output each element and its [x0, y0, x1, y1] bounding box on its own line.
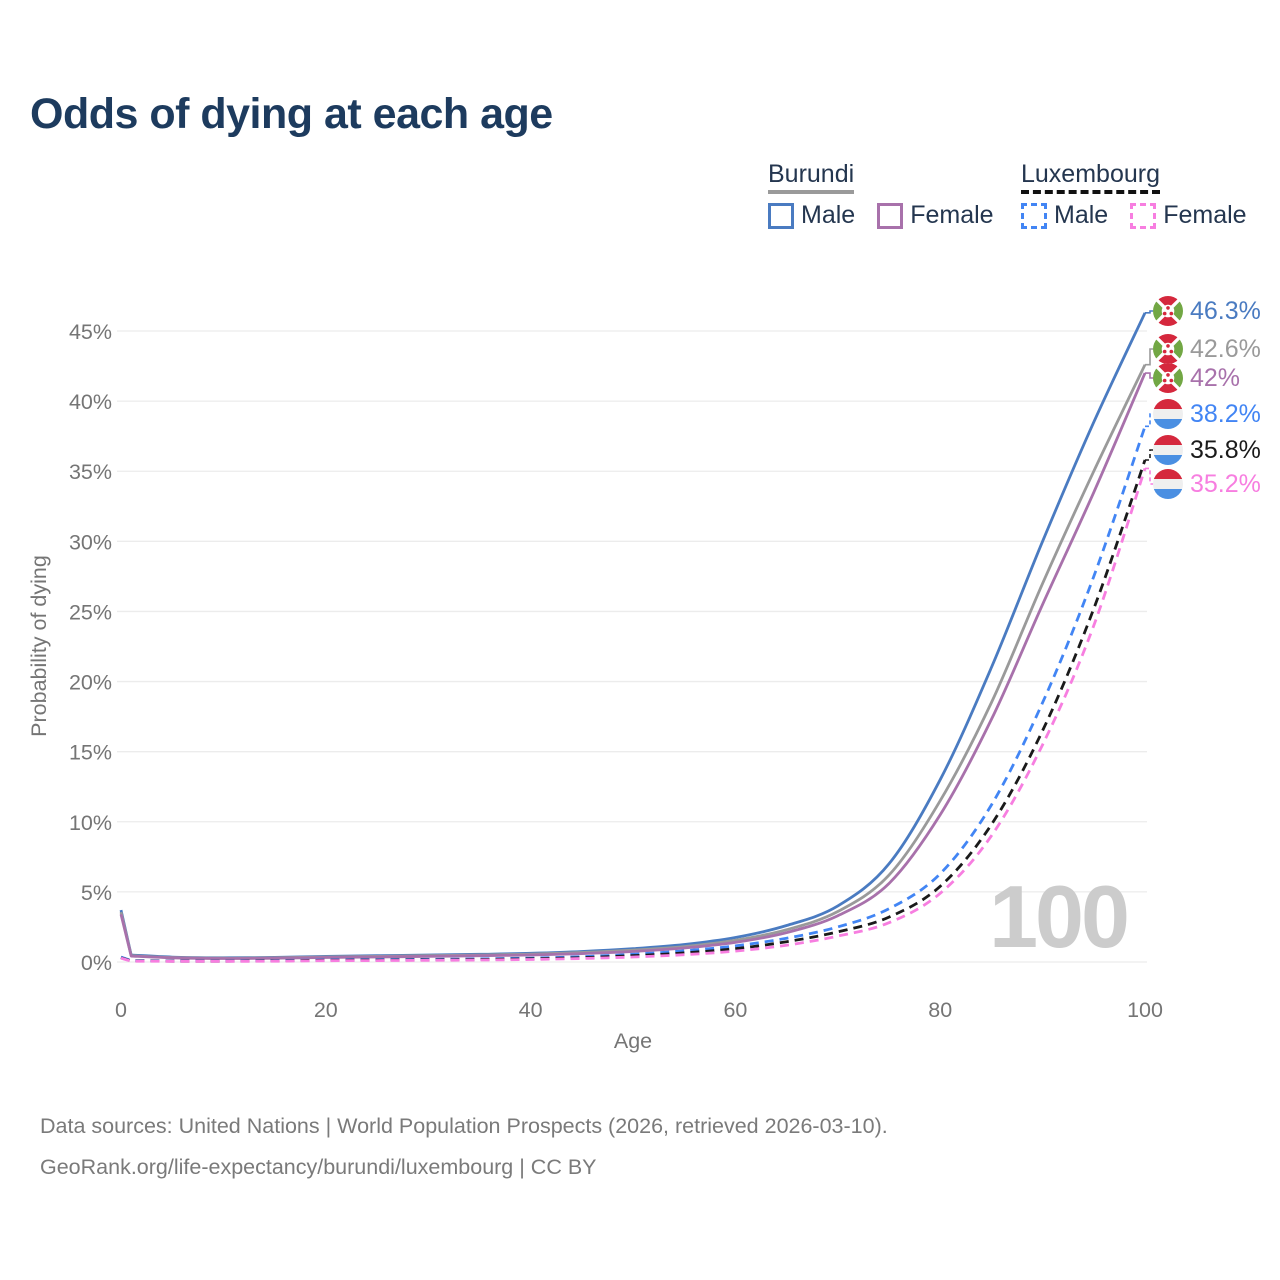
legend-group-burundi: Burundi Male Female: [768, 160, 1016, 230]
mortality-line-chart: 0% 5% 10% 15% 20% 25% 30% 35% 40% 45% 100 0 20 40 60 80…: [27, 310, 1163, 1053]
legend-label-burundi-male[interactable]: Male: [801, 201, 856, 229]
y-tick-label: 20%: [69, 671, 112, 695]
end-label-value: 42%: [1190, 363, 1241, 392]
end-label-burundi-male: 46.3%: [1153, 296, 1261, 326]
series-line-luxembourg-male: [120, 425, 1147, 963]
luxembourg-flag-icon: [1153, 399, 1183, 429]
x-tick-label: 100: [1127, 998, 1163, 1022]
legend-swatch-burundi-female[interactable]: [877, 202, 904, 229]
x-tick-label: 0: [115, 998, 127, 1022]
y-tick-label: 10%: [69, 811, 112, 835]
legend-swatch-luxembourg-male[interactable]: [1021, 202, 1047, 229]
y-tick-label: 40%: [69, 390, 112, 414]
series-line-burundi-female: [119, 372, 1147, 960]
page-title: Odds of dying at each age: [30, 90, 553, 138]
end-label-luxembourg-female: 35.2%: [1153, 469, 1261, 499]
x-tick-label: 80: [928, 998, 952, 1022]
luxembourg-flag-icon: [1153, 435, 1183, 465]
x-tick-label: 20: [314, 998, 338, 1022]
end-label-value: 35.8%: [1190, 435, 1261, 464]
luxembourg-flag-icon: [1153, 469, 1183, 499]
end-label-burundi-both: 42.6%: [1153, 334, 1261, 364]
series-line-luxembourg-female: [120, 467, 1147, 963]
age-watermark: 100: [989, 867, 1127, 966]
legend-label-luxembourg-male[interactable]: Male: [1054, 201, 1109, 229]
legend-label-burundi-female[interactable]: Female: [910, 201, 994, 229]
legend-swatch-burundi-male[interactable]: [768, 202, 794, 229]
y-tick-label: 25%: [69, 600, 112, 624]
burundi-flag-icon: [1153, 334, 1183, 364]
end-label-value: 46.3%: [1190, 296, 1261, 325]
burundi-flag-icon: [1153, 363, 1183, 393]
end-label-value: 35.2%: [1190, 469, 1261, 498]
x-tick-label: 60: [723, 998, 747, 1022]
x-axis-title: Age: [614, 1029, 652, 1053]
end-label-luxembourg-both: 35.8%: [1153, 435, 1261, 465]
legend-swatch-luxembourg-female[interactable]: [1130, 202, 1157, 229]
footer-sources-line: Data sources: United Nations | World Pop…: [40, 1114, 888, 1138]
end-label-luxembourg-male: 38.2%: [1153, 399, 1261, 429]
series-line-burundi-male: [119, 312, 1147, 960]
y-tick-label: 30%: [69, 530, 112, 554]
footer: Data sources: United Nations | World Pop…: [40, 1106, 888, 1188]
series-line-luxembourg-both: [120, 459, 1147, 963]
legend-burundi-title[interactable]: Burundi: [768, 160, 855, 194]
legend-label-luxembourg-female[interactable]: Female: [1163, 201, 1247, 229]
end-label-connector-luxembourg-male: [1145, 413, 1156, 428]
burundi-flag-icon: [1153, 296, 1183, 326]
y-tick-label: 5%: [81, 881, 112, 905]
end-label-value: 38.2%: [1190, 399, 1261, 428]
footer-attribution-line: GeoRank.org/life-expectancy/burundi/luxe…: [40, 1155, 597, 1179]
end-label-burundi-female: 42%: [1153, 363, 1240, 393]
y-tick-label: 35%: [69, 460, 112, 484]
y-tick-label: 45%: [69, 320, 112, 344]
y-axis-title: Probability of dying: [27, 555, 51, 737]
end-label-value: 42.6%: [1190, 334, 1261, 363]
end-label-connector-luxembourg-both: [1145, 449, 1156, 461]
y-tick-label: 0%: [81, 951, 112, 975]
legend-luxembourg-title[interactable]: Luxembourg: [1021, 160, 1160, 194]
y-tick-label: 15%: [69, 741, 112, 765]
x-tick-label: 40: [519, 998, 543, 1022]
legend-group-luxembourg: Luxembourg Male Female: [1021, 160, 1269, 230]
